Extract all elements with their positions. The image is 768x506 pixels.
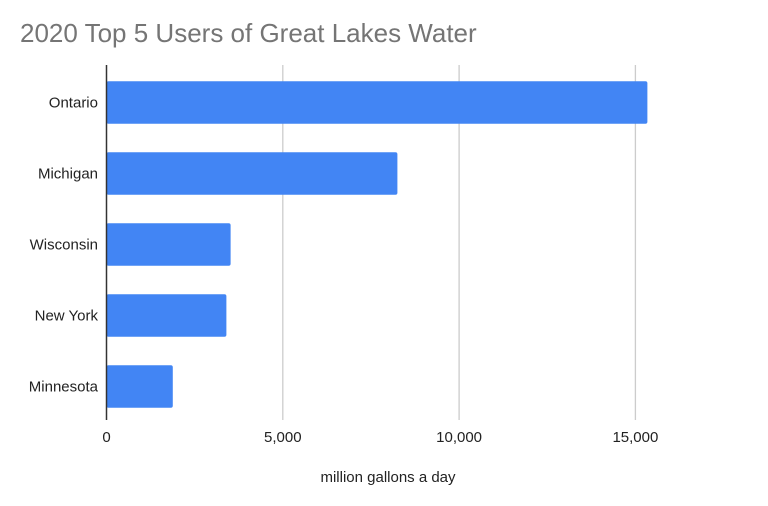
x-tick-label: 15,000 — [612, 429, 658, 446]
bar-ontario — [106, 81, 648, 124]
category-label: Michigan — [38, 166, 98, 183]
bar-wisconsin — [106, 223, 231, 266]
chart-title: 2020 Top 5 Users of Great Lakes Water — [20, 18, 477, 48]
x-tick-labels: 0 5,000 10,000 15,000 — [102, 429, 658, 446]
gridlines — [282, 65, 637, 420]
x-tick-label: 10,000 — [436, 429, 482, 446]
bar-michigan — [106, 152, 398, 195]
x-tick-label: 5,000 — [264, 429, 302, 446]
category-label: Ontario — [49, 95, 98, 112]
x-axis-label: million gallons a day — [320, 469, 456, 486]
bars — [106, 81, 648, 408]
category-labels: Ontario Michigan Wisconsin New York Minnesot… — [29, 95, 99, 396]
category-label: New York — [35, 308, 99, 325]
x-tick-label: 0 — [102, 429, 110, 446]
category-label: Wisconsin — [30, 237, 98, 254]
bar-minnesota — [106, 365, 173, 408]
category-label: Minnesota — [29, 379, 99, 396]
bar-new-york — [106, 294, 227, 337]
